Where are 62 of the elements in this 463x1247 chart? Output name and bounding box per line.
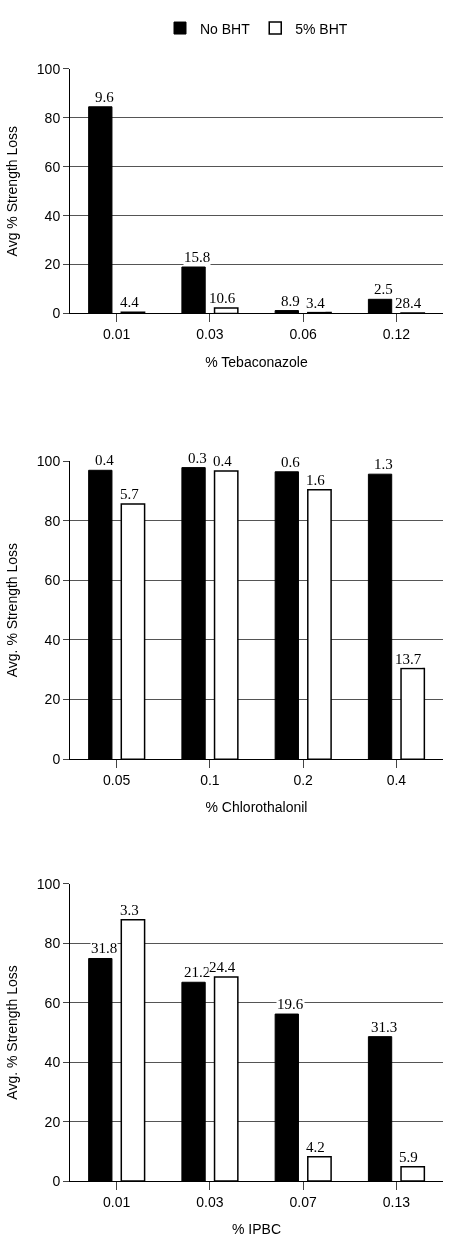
y-tick-label: 40 (44, 631, 61, 648)
annotation: 2.5 (374, 281, 393, 297)
annotation: 3.4 (306, 295, 326, 311)
y-tick-label: 0 (52, 1172, 61, 1189)
y-tick-label: 0 (52, 305, 61, 322)
x-axis-title: % Tebaconazole (205, 353, 308, 370)
annotation: 0.4 (95, 452, 115, 468)
y-tick-label: 60 (44, 158, 61, 175)
annotation: 0.3 (188, 450, 207, 466)
annotation: 3.3 (120, 902, 139, 918)
y-tick-label: 40 (44, 1054, 61, 1071)
annotation: 8.9 (281, 293, 300, 309)
x-tick-label: 0.1 (200, 771, 220, 788)
y-tick-label: 20 (44, 256, 61, 273)
y-tick-label: 0 (52, 751, 61, 768)
x-tick-label: 0.06 (289, 326, 317, 343)
annotation: 28.4 (395, 295, 422, 311)
annotation: 15.8 (184, 249, 211, 265)
annotation: 19.6 (277, 996, 304, 1012)
annotation: 5.7 (120, 486, 140, 502)
x-tick-label: 0.12 (382, 326, 411, 343)
x-tick-label: 0.01 (103, 326, 131, 343)
x-axis-title: % IPBC (231, 1221, 282, 1238)
y-tick-label: 80 (44, 935, 61, 952)
y-tick-label: 100 (36, 452, 61, 469)
annotation: 10.6 (209, 290, 236, 306)
y-tick-label: 40 (44, 207, 61, 224)
annotation: 13.7 (395, 651, 422, 667)
y-tick-label: 20 (44, 691, 61, 708)
x-tick-label: 0.03 (196, 1193, 224, 1210)
y-tick-label: 100 (36, 60, 61, 77)
y-axis-title: Avg. % Strength Loss (4, 542, 21, 678)
x-tick-label: 0.13 (382, 1193, 411, 1210)
x-tick-label: 0.07 (289, 1193, 317, 1210)
y-tick-label: 60 (44, 994, 61, 1011)
x-axis-title: % Chlorothalonil (205, 799, 308, 816)
y-axis-title: Avg % Strength Loss (4, 125, 21, 257)
annotation: 9.6 (95, 89, 115, 105)
annotation: 21.2 (184, 964, 211, 980)
y-tick-label: 20 (44, 1113, 61, 1130)
y-tick-label: 60 (44, 572, 61, 589)
y-tick-label: 100 (36, 875, 61, 892)
x-tick-label: 0.05 (103, 771, 131, 788)
annotation: 4.2 (306, 1139, 325, 1155)
y-tick-label: 80 (44, 512, 61, 529)
annotation: 0.4 (213, 453, 233, 469)
x-tick-label: 0.2 (293, 771, 314, 788)
legend-label: No BHT (200, 20, 251, 37)
annotation: 5.9 (399, 1149, 418, 1165)
x-tick-label: 0.4 (386, 771, 407, 788)
annotation: 1.6 (306, 472, 326, 488)
annotation: 24.4 (209, 959, 236, 975)
x-tick-label: 0.03 (196, 326, 224, 343)
annotation: 31.3 (371, 1019, 398, 1035)
annotation: 4.4 (120, 294, 140, 310)
y-axis-title: Avg. % Strength Loss (4, 965, 21, 1100)
x-tick-label: 0.01 (103, 1193, 131, 1210)
annotation: 0.6 (281, 454, 301, 470)
annotation: 1.3 (374, 456, 393, 472)
annotation: 31.8 (91, 940, 118, 956)
legend-label: 5% BHT (295, 20, 348, 37)
y-tick-label: 80 (44, 109, 61, 126)
